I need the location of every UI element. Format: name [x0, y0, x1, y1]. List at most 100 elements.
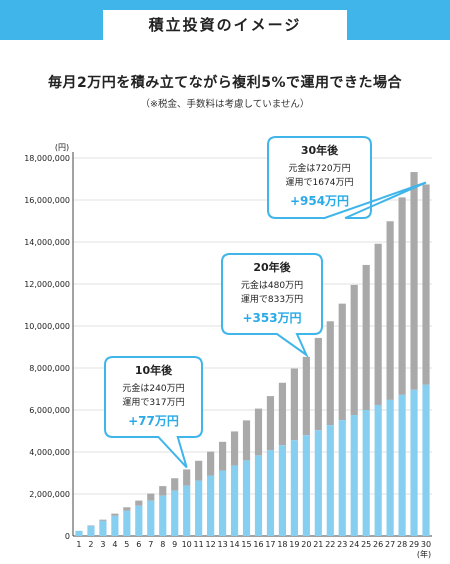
callout-gain-text: +77万円	[128, 414, 179, 428]
chart-note: （※税金、手数料は考慮していません）	[140, 99, 310, 110]
bar-principal-segment	[254, 455, 263, 536]
y-tick-label: 10,000,000	[24, 322, 70, 331]
y-tick-label: 18,000,000	[24, 154, 70, 163]
x-tick-label: 18	[277, 540, 287, 549]
bar-gain-segment	[374, 243, 382, 405]
bar-principal-segment	[99, 520, 107, 536]
bar-principal-segment	[290, 440, 298, 536]
bar-principal-segment	[75, 530, 83, 536]
bar-gain-segment	[242, 420, 251, 461]
callout-title: 30年後	[301, 143, 339, 157]
x-tick-label: 8	[160, 540, 165, 549]
bar-principal-segment	[183, 485, 191, 536]
bar-gain-segment	[111, 513, 119, 516]
x-tick-label: 29	[409, 540, 419, 549]
x-tick-label: 13	[217, 540, 227, 549]
bar-gain-segment	[326, 321, 334, 426]
bar-gain-segment	[135, 500, 143, 506]
y-tick-label: 8,000,000	[29, 364, 70, 373]
x-tick-label: 6	[136, 540, 141, 549]
x-tick-label: 17	[265, 540, 275, 549]
x-tick-label: 11	[194, 540, 204, 549]
x-tick-label: 7	[148, 540, 153, 549]
bar-principal-segment	[266, 450, 275, 536]
bar-gain-segment	[314, 337, 322, 431]
bar-gain-segment	[422, 184, 430, 385]
x-tick-label: 16	[253, 540, 263, 549]
bar-gain-segment	[386, 221, 394, 400]
bar-gain-segment	[254, 408, 263, 456]
x-tick-label: 12	[206, 540, 216, 549]
callout-result-text: 運用で1674万円	[286, 177, 354, 188]
callout-title: 10年後	[135, 363, 173, 377]
x-tick-label: 25	[361, 540, 371, 549]
x-tick-label: 19	[289, 540, 299, 549]
y-tick-label: 12,000,000	[24, 280, 70, 289]
bar-principal-segment	[386, 399, 394, 536]
y-tick-label: 0	[65, 532, 70, 541]
callout-gain-text: +954万円	[290, 194, 349, 208]
bar-principal-segment	[230, 465, 239, 536]
bar-principal-segment	[147, 500, 155, 536]
bar-gain-segment	[207, 451, 215, 476]
bar-gain-segment	[147, 493, 155, 501]
page-title: 積立投資のイメージ	[103, 10, 347, 40]
bar-principal-segment	[326, 425, 334, 536]
bar-gain-segment	[87, 525, 95, 526]
x-tick-label: 15	[241, 540, 251, 549]
x-tick-label: 14	[229, 540, 239, 549]
x-tick-label: 21	[313, 540, 323, 549]
x-tick-label: 3	[100, 540, 105, 549]
x-tick-label: 4	[112, 540, 117, 549]
bar-principal-segment	[410, 389, 418, 536]
bar-principal-segment	[123, 510, 131, 536]
bar-gain-segment	[290, 368, 298, 441]
bar-gain-segment	[218, 441, 227, 471]
y-unit-label: (円)	[55, 143, 69, 152]
x-tick-label: 24	[349, 540, 359, 549]
bar-gain-segment	[278, 382, 287, 446]
bar-principal-segment	[135, 505, 143, 536]
x-tick-label: 2	[88, 540, 93, 549]
bar-principal-segment	[242, 460, 251, 536]
bar-principal-segment	[159, 495, 167, 536]
bar-principal-segment	[314, 430, 322, 536]
callout-bubble	[221, 253, 323, 358]
y-tick-label: 14,000,000	[24, 238, 70, 247]
chart-subtitle: 毎月2万円を積み立てながら複利5%で運用できた場合	[47, 75, 402, 91]
bar-principal-segment	[362, 410, 370, 536]
bar-gain-segment	[338, 303, 346, 421]
bar-gain-segment	[159, 486, 167, 496]
bar-gain-segment	[350, 284, 358, 416]
callout-gain-text: +353万円	[242, 311, 301, 325]
bar-principal-segment	[195, 480, 203, 536]
callout-bubble	[267, 136, 427, 219]
x-tick-label: 27	[385, 540, 395, 549]
bar-principal-segment	[171, 490, 179, 536]
x-tick-label: 9	[172, 540, 177, 549]
bar-principal-segment	[374, 404, 382, 536]
x-tick-label: 5	[124, 540, 129, 549]
x-tick-label: 22	[325, 540, 335, 549]
bar-gain-segment	[99, 519, 107, 521]
bar-principal-segment	[302, 435, 310, 536]
bar-principal-segment	[398, 394, 406, 536]
bar-gain-segment	[195, 460, 203, 481]
bar-gain-segment	[171, 478, 179, 491]
x-tick-label: 20	[301, 540, 311, 549]
y-tick-label: 16,000,000	[24, 196, 70, 205]
callout-title: 20年後	[253, 260, 291, 274]
bar-gain-segment	[123, 507, 131, 511]
x-tick-label: 23	[337, 540, 347, 549]
x-tick-label: 10	[182, 540, 192, 549]
y-tick-label: 4,000,000	[29, 448, 70, 457]
bar-principal-segment	[111, 515, 119, 536]
bar-principal-segment	[422, 384, 430, 536]
x-tick-label: 30	[421, 540, 431, 549]
bar-gain-segment	[362, 264, 370, 410]
bar-gain-segment	[398, 197, 406, 395]
bar-principal-segment	[278, 445, 287, 536]
callout-result-text: 運用で317万円	[122, 397, 184, 408]
bar-principal-segment	[350, 415, 358, 536]
